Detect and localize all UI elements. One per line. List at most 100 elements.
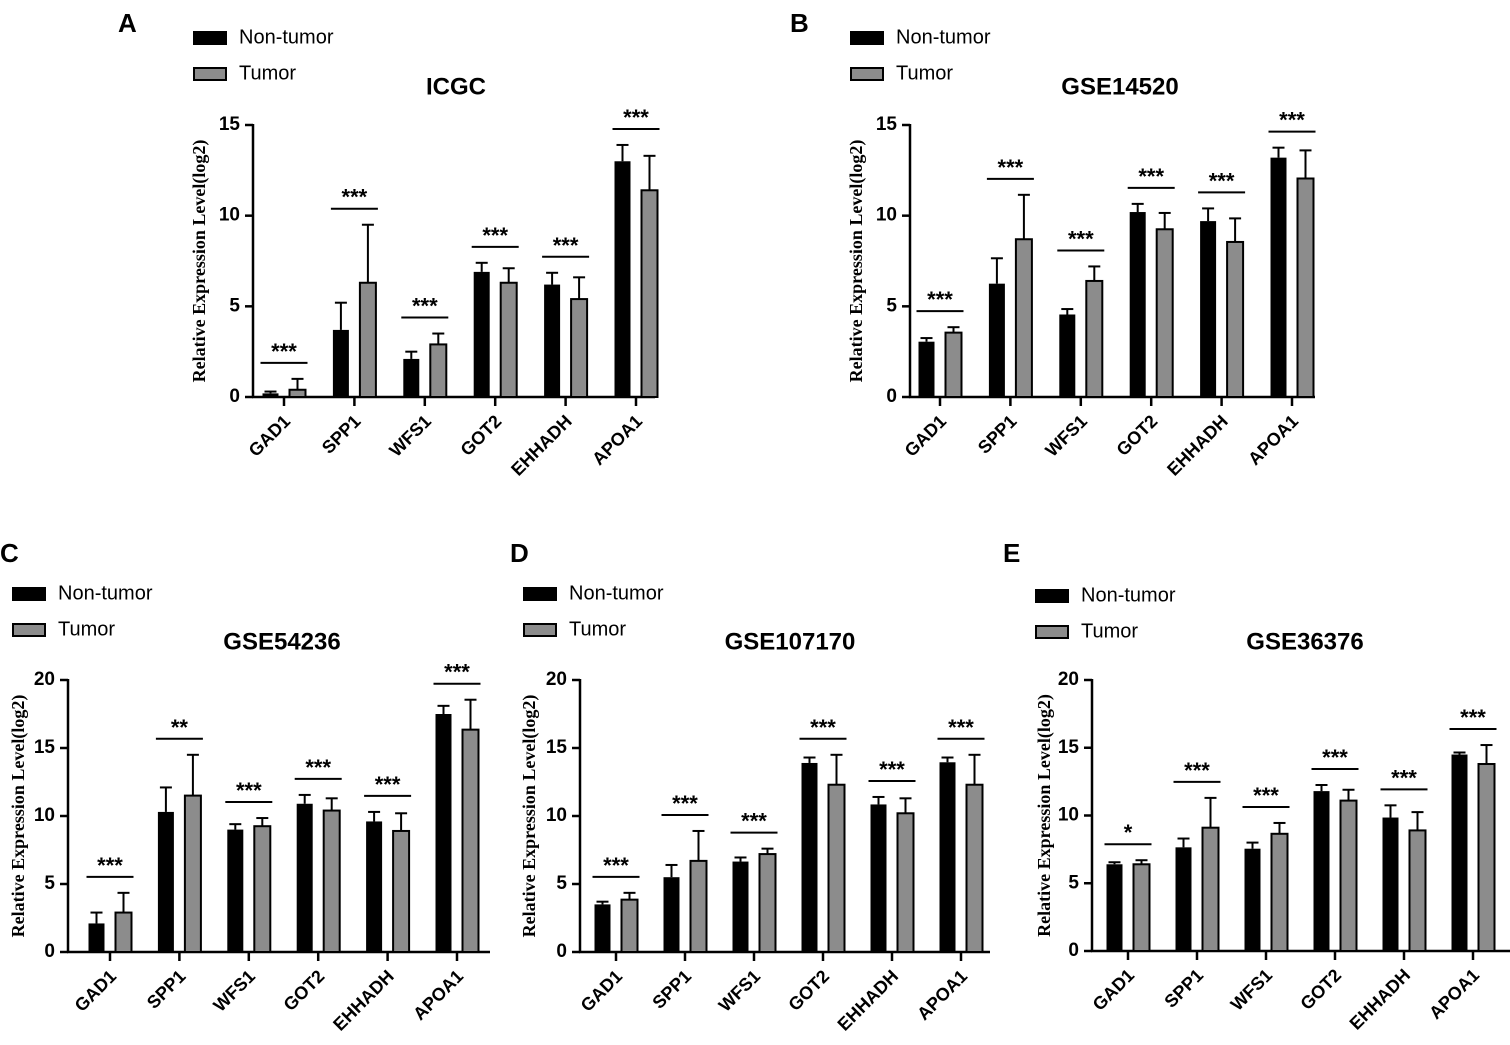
legend-label-tumor: Tumor	[58, 618, 115, 640]
error-bar-non-tumor	[665, 863, 678, 878]
bar-non-tumor	[988, 283, 1005, 397]
significance-label: ***	[271, 339, 297, 364]
bar-tumor	[114, 911, 133, 953]
significance-label: ***	[1460, 705, 1486, 730]
error-bar-non-tumor	[734, 856, 747, 862]
legend-label-tumor: Tumor	[569, 618, 626, 640]
error-bar-non-tumor	[1061, 308, 1074, 315]
x-tick-label: GAD1	[577, 966, 627, 1016]
error-bar-non-tumor	[229, 823, 242, 830]
legend-swatch-tumor	[523, 623, 557, 637]
significance-label: ***	[1184, 758, 1210, 783]
y-axis-label: Relative Expression Level(log2)	[519, 695, 540, 938]
legend-label-non-tumor: Non-tumor	[569, 582, 664, 604]
y-tick-label: 10	[1058, 805, 1079, 826]
panel-letter: A	[118, 8, 137, 38]
bar-tumor	[253, 825, 272, 954]
bar-tumor	[965, 783, 984, 953]
y-tick-label: 15	[876, 114, 898, 135]
error-bar-non-tumor	[941, 756, 954, 763]
bar-tumor	[570, 298, 589, 398]
bar-tumor	[1085, 279, 1104, 398]
bar-tumor	[461, 728, 480, 954]
bar-tumor	[1339, 799, 1358, 952]
panel-letter: C	[0, 538, 19, 568]
bar-tumor	[183, 794, 202, 953]
legend-swatch-non-tumor	[1035, 589, 1069, 603]
y-tick-label: 5	[229, 295, 240, 316]
bar-tumor	[499, 281, 518, 399]
bar-non-tumor	[1313, 791, 1330, 951]
significance-label: ***	[879, 757, 905, 782]
significance-label: ***	[1138, 164, 1164, 189]
error-bar-non-tumor	[920, 337, 933, 342]
y-tick-label: 15	[1058, 737, 1080, 758]
y-tick-label: 5	[556, 873, 567, 894]
bar-tumor	[1132, 863, 1151, 953]
bar-non-tumor	[403, 358, 420, 397]
significance-label: ***	[97, 853, 123, 878]
significance-label: *	[1124, 820, 1133, 845]
bar-tumor	[1155, 228, 1174, 398]
error-bar-non-tumor	[1315, 784, 1328, 792]
y-tick-label: 20	[34, 669, 55, 690]
bar-non-tumor	[1200, 221, 1217, 397]
bar-non-tumor	[435, 714, 452, 952]
bar-tumor	[358, 281, 377, 399]
x-tick-label: SPP1	[1160, 965, 1207, 1012]
bar-tumor	[1296, 177, 1315, 398]
error-bar-non-tumor	[159, 786, 172, 812]
y-axis-label: Relative Expression Level(log2)	[8, 695, 29, 938]
x-tick-label: EHHADH	[1346, 965, 1415, 1034]
panel-letter: E	[1003, 538, 1020, 568]
legend: Non-tumor Tumor	[523, 582, 664, 640]
chart-title: GSE54236	[223, 628, 340, 655]
y-tick-label: 15	[34, 737, 56, 758]
x-tick-label: SPP1	[974, 411, 1021, 458]
significance-label: ***	[1322, 745, 1348, 770]
error-bar-non-tumor	[1453, 751, 1466, 755]
legend-swatch-non-tumor	[193, 31, 227, 45]
bar-non-tumor	[614, 161, 631, 397]
legend-swatch-non-tumor	[523, 587, 557, 601]
bar-non-tumor	[227, 829, 244, 952]
panel-letter: D	[510, 538, 529, 568]
error-bar-tumor	[1411, 811, 1424, 831]
error-bar-non-tumor	[546, 271, 559, 285]
error-bar-tumor	[1342, 788, 1355, 801]
x-tick-label: APOA1	[1425, 965, 1483, 1023]
x-tick-label: APOA1	[409, 966, 467, 1024]
bar-non-tumor	[157, 811, 174, 952]
bar-non-tumor	[732, 861, 749, 952]
x-tick-label: WFS1	[209, 966, 259, 1016]
x-tick-label: GOT2	[1113, 411, 1162, 460]
error-bar-tumor	[361, 223, 374, 283]
error-bar-tumor	[117, 891, 130, 913]
panel-c: C Non-tumor Tumor GSE54236 0 5 10 15 20Relative …	[0, 538, 490, 1035]
bar-tumor	[689, 859, 708, 954]
significance-label: ***	[305, 755, 331, 780]
legend-label-non-tumor: Non-tumor	[1081, 584, 1176, 606]
legend-label-non-tumor: Non-tumor	[239, 26, 334, 48]
x-tick-label: GAD1	[1089, 965, 1139, 1015]
y-tick-label: 0	[1068, 940, 1079, 961]
bar-non-tumor	[918, 341, 935, 397]
error-bar-non-tumor	[298, 793, 311, 804]
bar-non-tumor	[1270, 157, 1287, 397]
error-bar-non-tumor	[1108, 861, 1121, 865]
bar-tumor	[322, 809, 341, 953]
error-bar-tumor	[1229, 217, 1242, 242]
error-bar-non-tumor	[368, 810, 381, 822]
error-bar-non-tumor	[1202, 207, 1215, 222]
y-tick-label: 10	[876, 205, 897, 226]
legend-label-non-tumor: Non-tumor	[58, 582, 153, 604]
x-tick-label: EHHADH	[1163, 411, 1232, 480]
significance-label: ***	[1068, 226, 1094, 251]
error-bar-tumor	[502, 267, 515, 283]
bar-non-tumor	[1382, 817, 1399, 951]
significance-label: ***	[412, 294, 438, 319]
significance-label: ***	[810, 715, 836, 740]
significance-label: ***	[998, 155, 1024, 180]
bar-tumor	[392, 829, 411, 954]
y-axis-label: Relative Expression Level(log2)	[189, 140, 210, 383]
